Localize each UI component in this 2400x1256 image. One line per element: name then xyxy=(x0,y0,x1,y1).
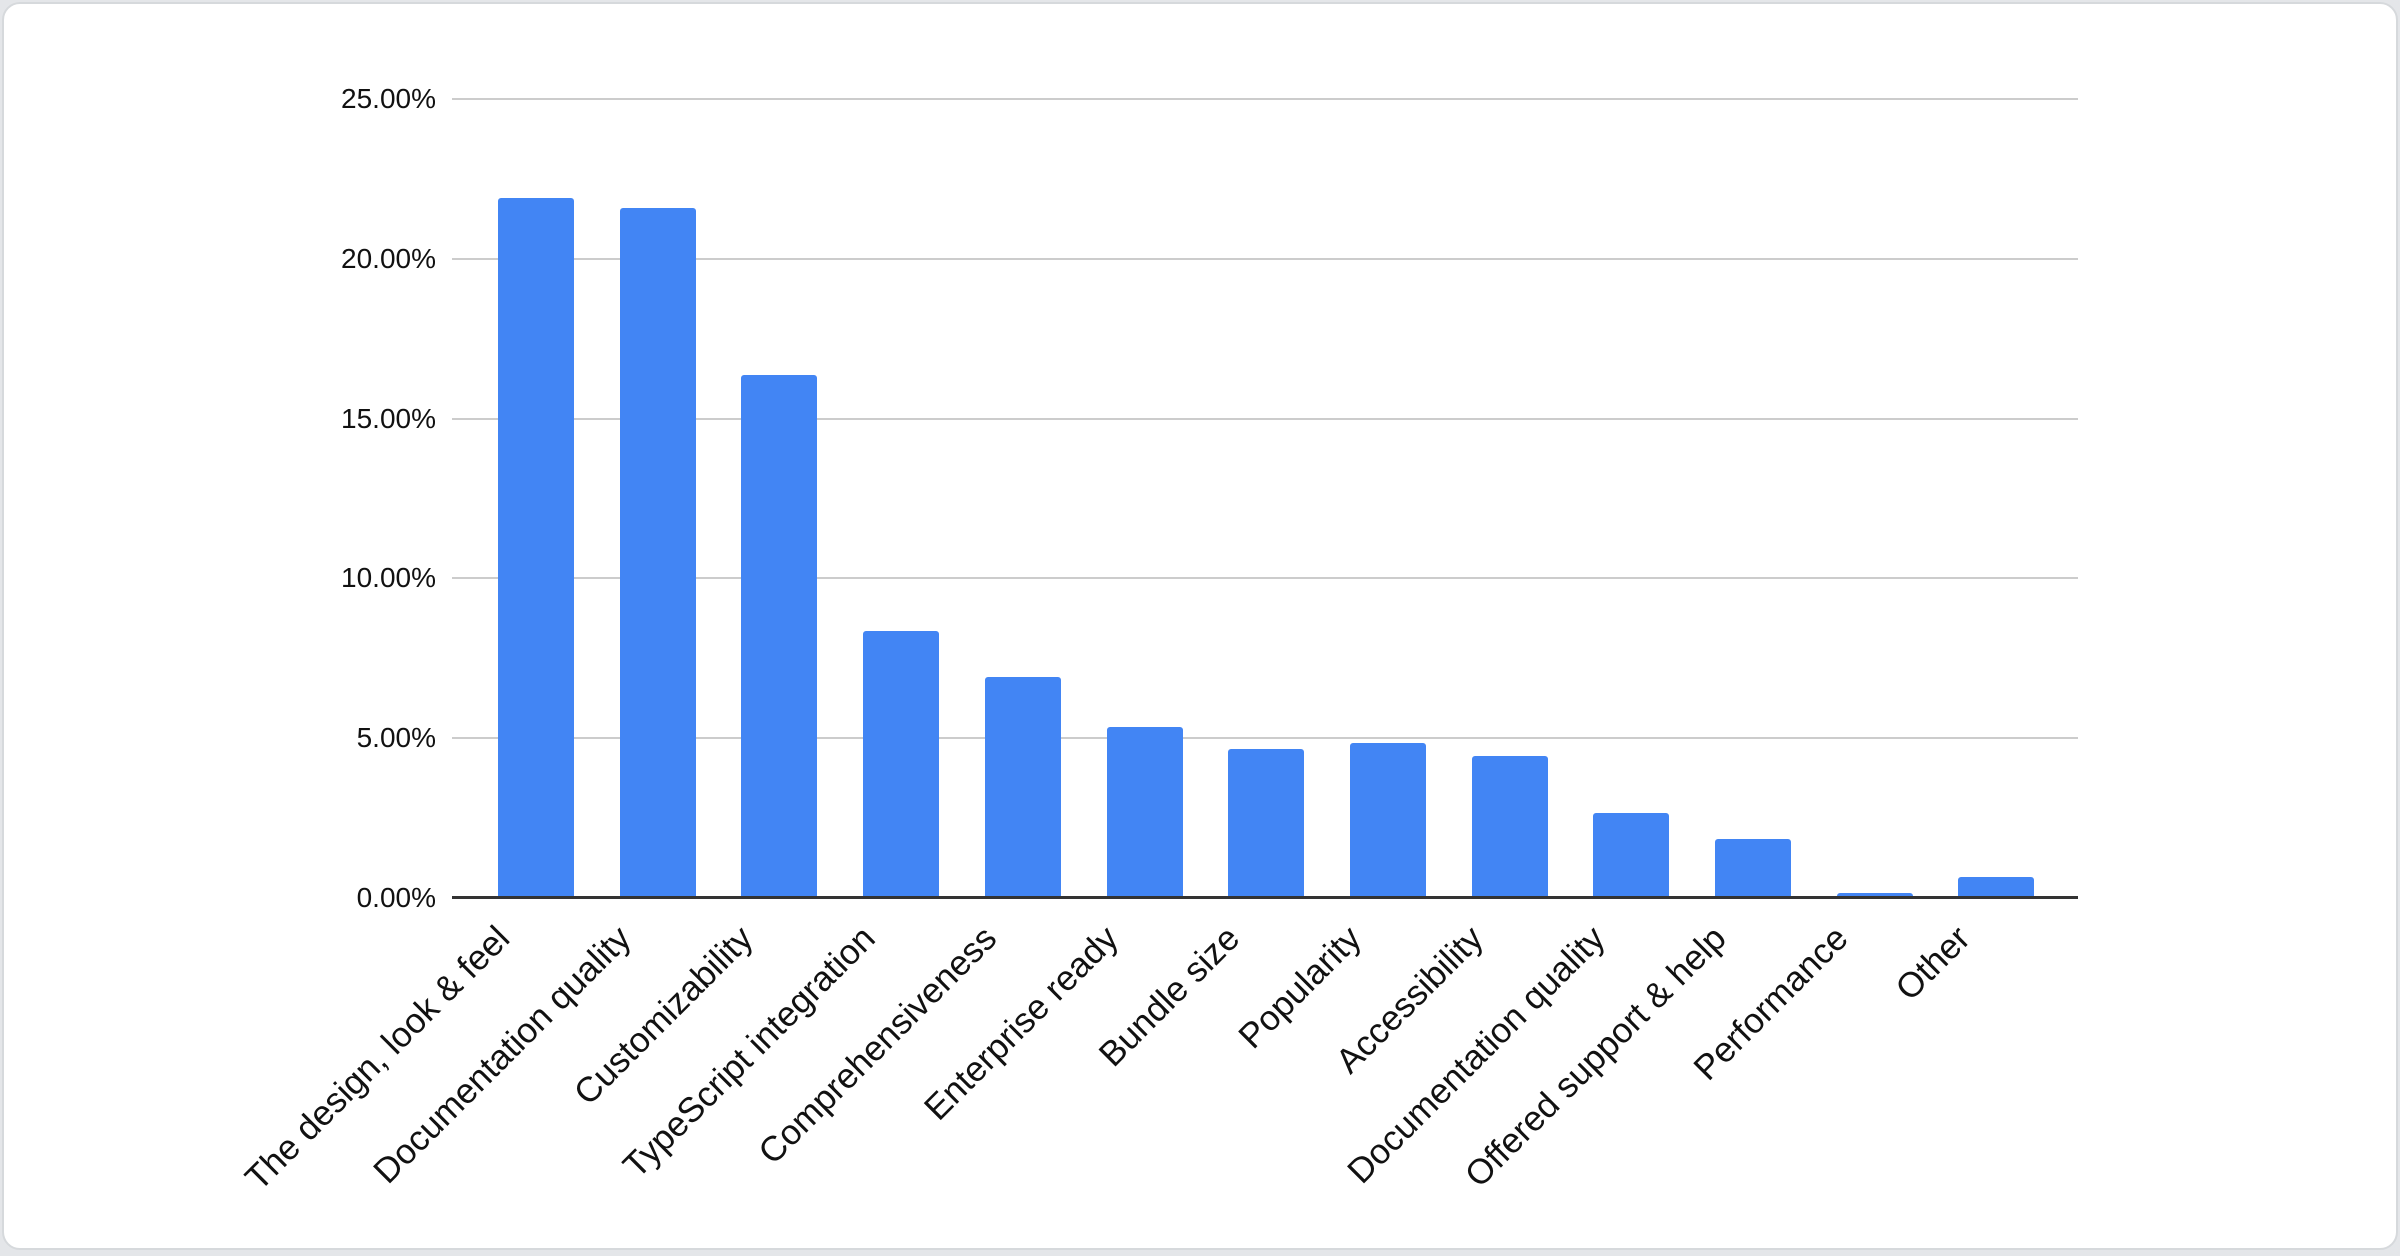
bar[interactable] xyxy=(1350,743,1426,898)
gridline xyxy=(452,737,2078,740)
bar[interactable] xyxy=(985,677,1061,898)
y-axis-tick-label: 10.00% xyxy=(341,562,436,594)
gridline xyxy=(452,98,2078,100)
y-axis-tick-label: 5.00% xyxy=(356,722,436,754)
bar[interactable] xyxy=(498,198,574,898)
gridline xyxy=(452,417,2078,420)
bar[interactable] xyxy=(863,631,939,898)
bar[interactable] xyxy=(1228,749,1304,898)
y-axis-tick-label: 20.00% xyxy=(341,242,436,274)
x-axis-category-label: Comprehensiveness xyxy=(750,918,1004,1172)
bar[interactable] xyxy=(1958,877,2034,898)
y-axis-tick-label: 15.00% xyxy=(341,402,436,434)
x-axis-line xyxy=(452,896,2078,899)
bar[interactable] xyxy=(620,208,696,898)
x-axis-category-label: Other xyxy=(1888,918,1978,1009)
bar[interactable] xyxy=(1593,813,1669,898)
bar[interactable] xyxy=(741,375,817,898)
y-axis-tick-label: 25.00% xyxy=(341,83,436,114)
bar[interactable] xyxy=(1472,756,1548,898)
y-axis-tick-label: 0.00% xyxy=(356,882,436,913)
gridline xyxy=(452,577,2078,580)
bar[interactable] xyxy=(1715,839,1791,898)
gridline xyxy=(452,257,2078,260)
bar[interactable] xyxy=(1837,893,1913,898)
bar[interactable] xyxy=(1107,727,1183,898)
